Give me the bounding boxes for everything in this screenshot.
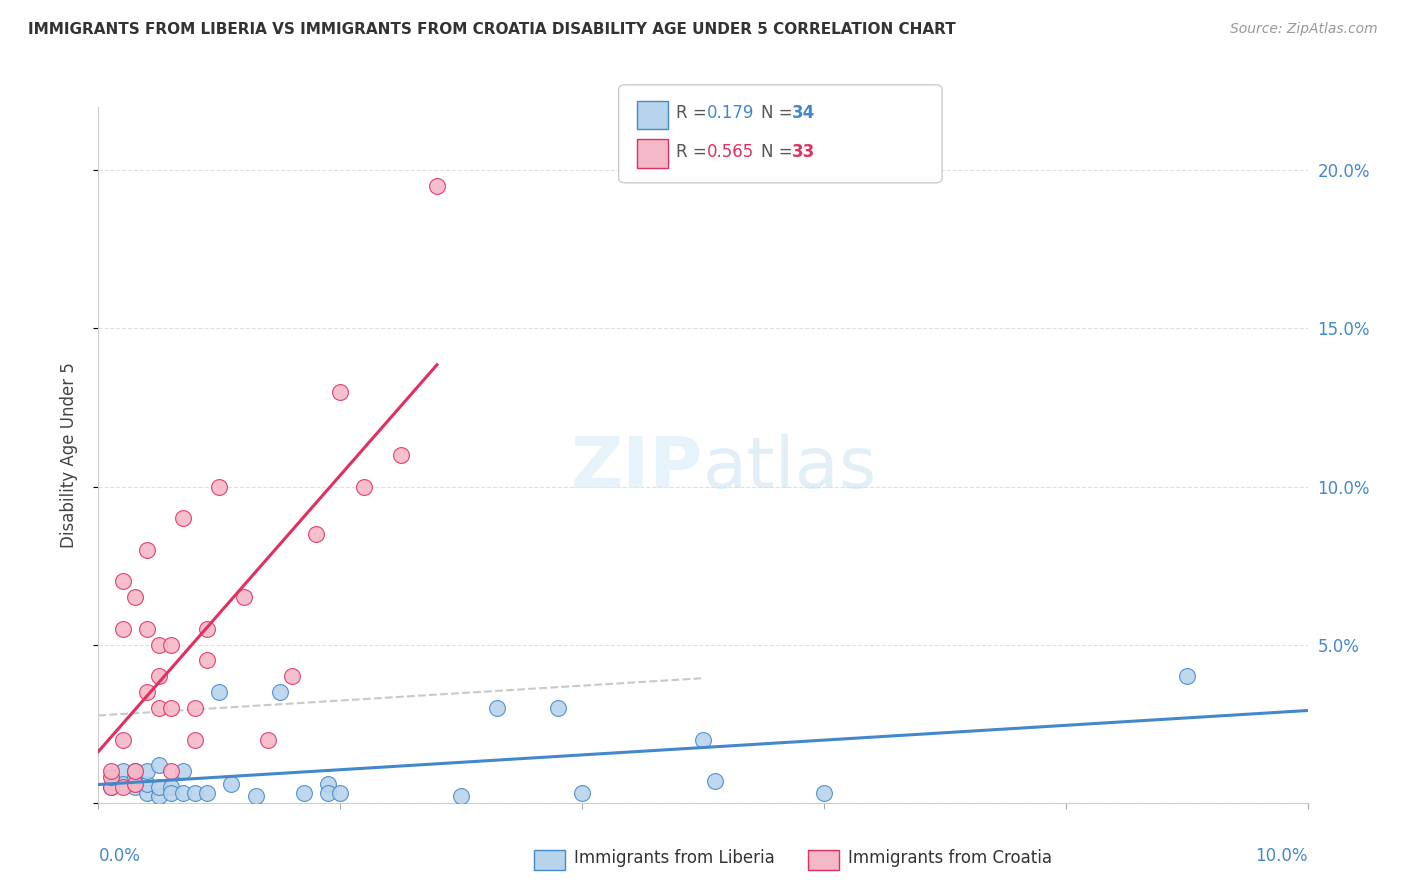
Text: Immigrants from Croatia: Immigrants from Croatia [848,849,1052,867]
Point [148,780,170,794]
Point [124,764,146,779]
Point [281,669,304,683]
Point [135,622,157,636]
Point [148,638,170,652]
Point [353,479,375,493]
Point [124,780,146,794]
Text: N =: N = [761,143,797,161]
Point [329,384,352,399]
Point [305,527,328,541]
Point [208,685,231,699]
Point [100,780,122,794]
Text: IMMIGRANTS FROM LIBERIA VS IMMIGRANTS FROM CROATIA DISABILITY AGE UNDER 5 CORREL: IMMIGRANTS FROM LIBERIA VS IMMIGRANTS FR… [28,22,956,37]
Point [195,653,218,667]
Point [329,786,352,800]
Point [1175,669,1198,683]
Text: 10.0%: 10.0% [1256,847,1308,865]
Point [316,786,339,800]
Point [195,786,218,800]
Point [184,701,207,715]
Point [160,786,183,800]
Text: ZIP: ZIP [571,434,703,503]
Point [547,701,569,715]
Point [148,701,170,715]
Point [124,764,146,779]
Point [195,622,218,636]
Point [184,786,207,800]
Text: N =: N = [761,104,797,122]
Text: 33: 33 [792,143,815,161]
Point [184,732,207,747]
Point [221,777,243,791]
Point [292,786,315,800]
Point [124,771,146,785]
Point [269,685,291,699]
Point [124,777,146,791]
Y-axis label: Disability Age Under 5: Disability Age Under 5 [59,362,77,548]
Text: atlas: atlas [703,434,877,503]
Text: 0.0%: 0.0% [98,847,141,865]
Text: R =: R = [676,143,713,161]
Point [148,757,170,772]
Point [316,777,339,791]
Point [135,685,157,699]
Point [813,786,835,800]
Point [389,448,412,462]
Point [208,479,231,493]
Point [124,591,146,605]
Point [486,701,509,715]
Point [571,786,593,800]
Point [232,591,254,605]
Point [111,732,134,747]
Text: 34: 34 [792,104,815,122]
Point [160,701,183,715]
Point [172,786,194,800]
Text: Immigrants from Liberia: Immigrants from Liberia [574,849,775,867]
Point [111,764,134,779]
Point [111,780,134,794]
Text: 0.565: 0.565 [707,143,755,161]
Point [148,789,170,804]
Point [245,789,267,804]
Text: Source: ZipAtlas.com: Source: ZipAtlas.com [1230,22,1378,37]
Text: 0.179: 0.179 [707,104,755,122]
Point [160,638,183,652]
Point [160,780,183,794]
Point [111,777,134,791]
Point [172,511,194,525]
Point [135,777,157,791]
Point [426,179,449,194]
Point [100,780,122,794]
Text: R =: R = [676,104,713,122]
Point [100,771,122,785]
Point [148,669,170,683]
Point [692,732,714,747]
Point [135,764,157,779]
Point [450,789,472,804]
Point [111,622,134,636]
Point [172,764,194,779]
Point [256,732,278,747]
Point [704,773,727,788]
Point [111,574,134,589]
Point [160,764,183,779]
Point [135,542,157,557]
Point [135,786,157,800]
Point [100,764,122,779]
